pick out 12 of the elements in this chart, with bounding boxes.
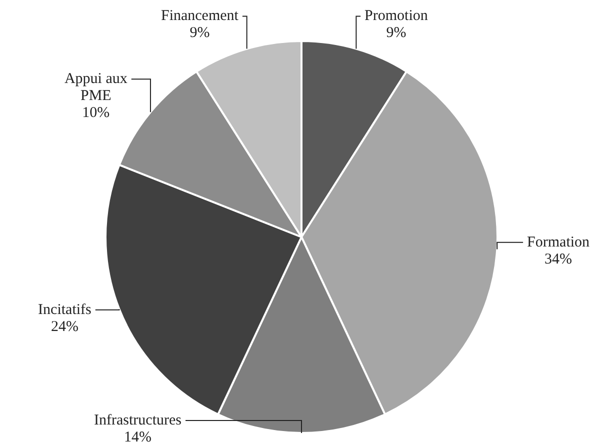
data-label: 9% (190, 25, 210, 42)
slice-label: Financement (160, 8, 240, 24)
slice-label: Infrastructures (94, 412, 182, 428)
slice-label: Incitatifs (38, 302, 92, 318)
slice-label: Formation (527, 234, 590, 250)
slice-label: Appui aux PME (64, 71, 128, 104)
data-label: 14% (124, 429, 152, 446)
data-label: 24% (50, 318, 78, 335)
data-label: 10% (82, 105, 110, 122)
slice-label: Promotion (364, 8, 428, 24)
data-label: 9% (386, 25, 406, 42)
data-label: 34% (544, 251, 572, 268)
